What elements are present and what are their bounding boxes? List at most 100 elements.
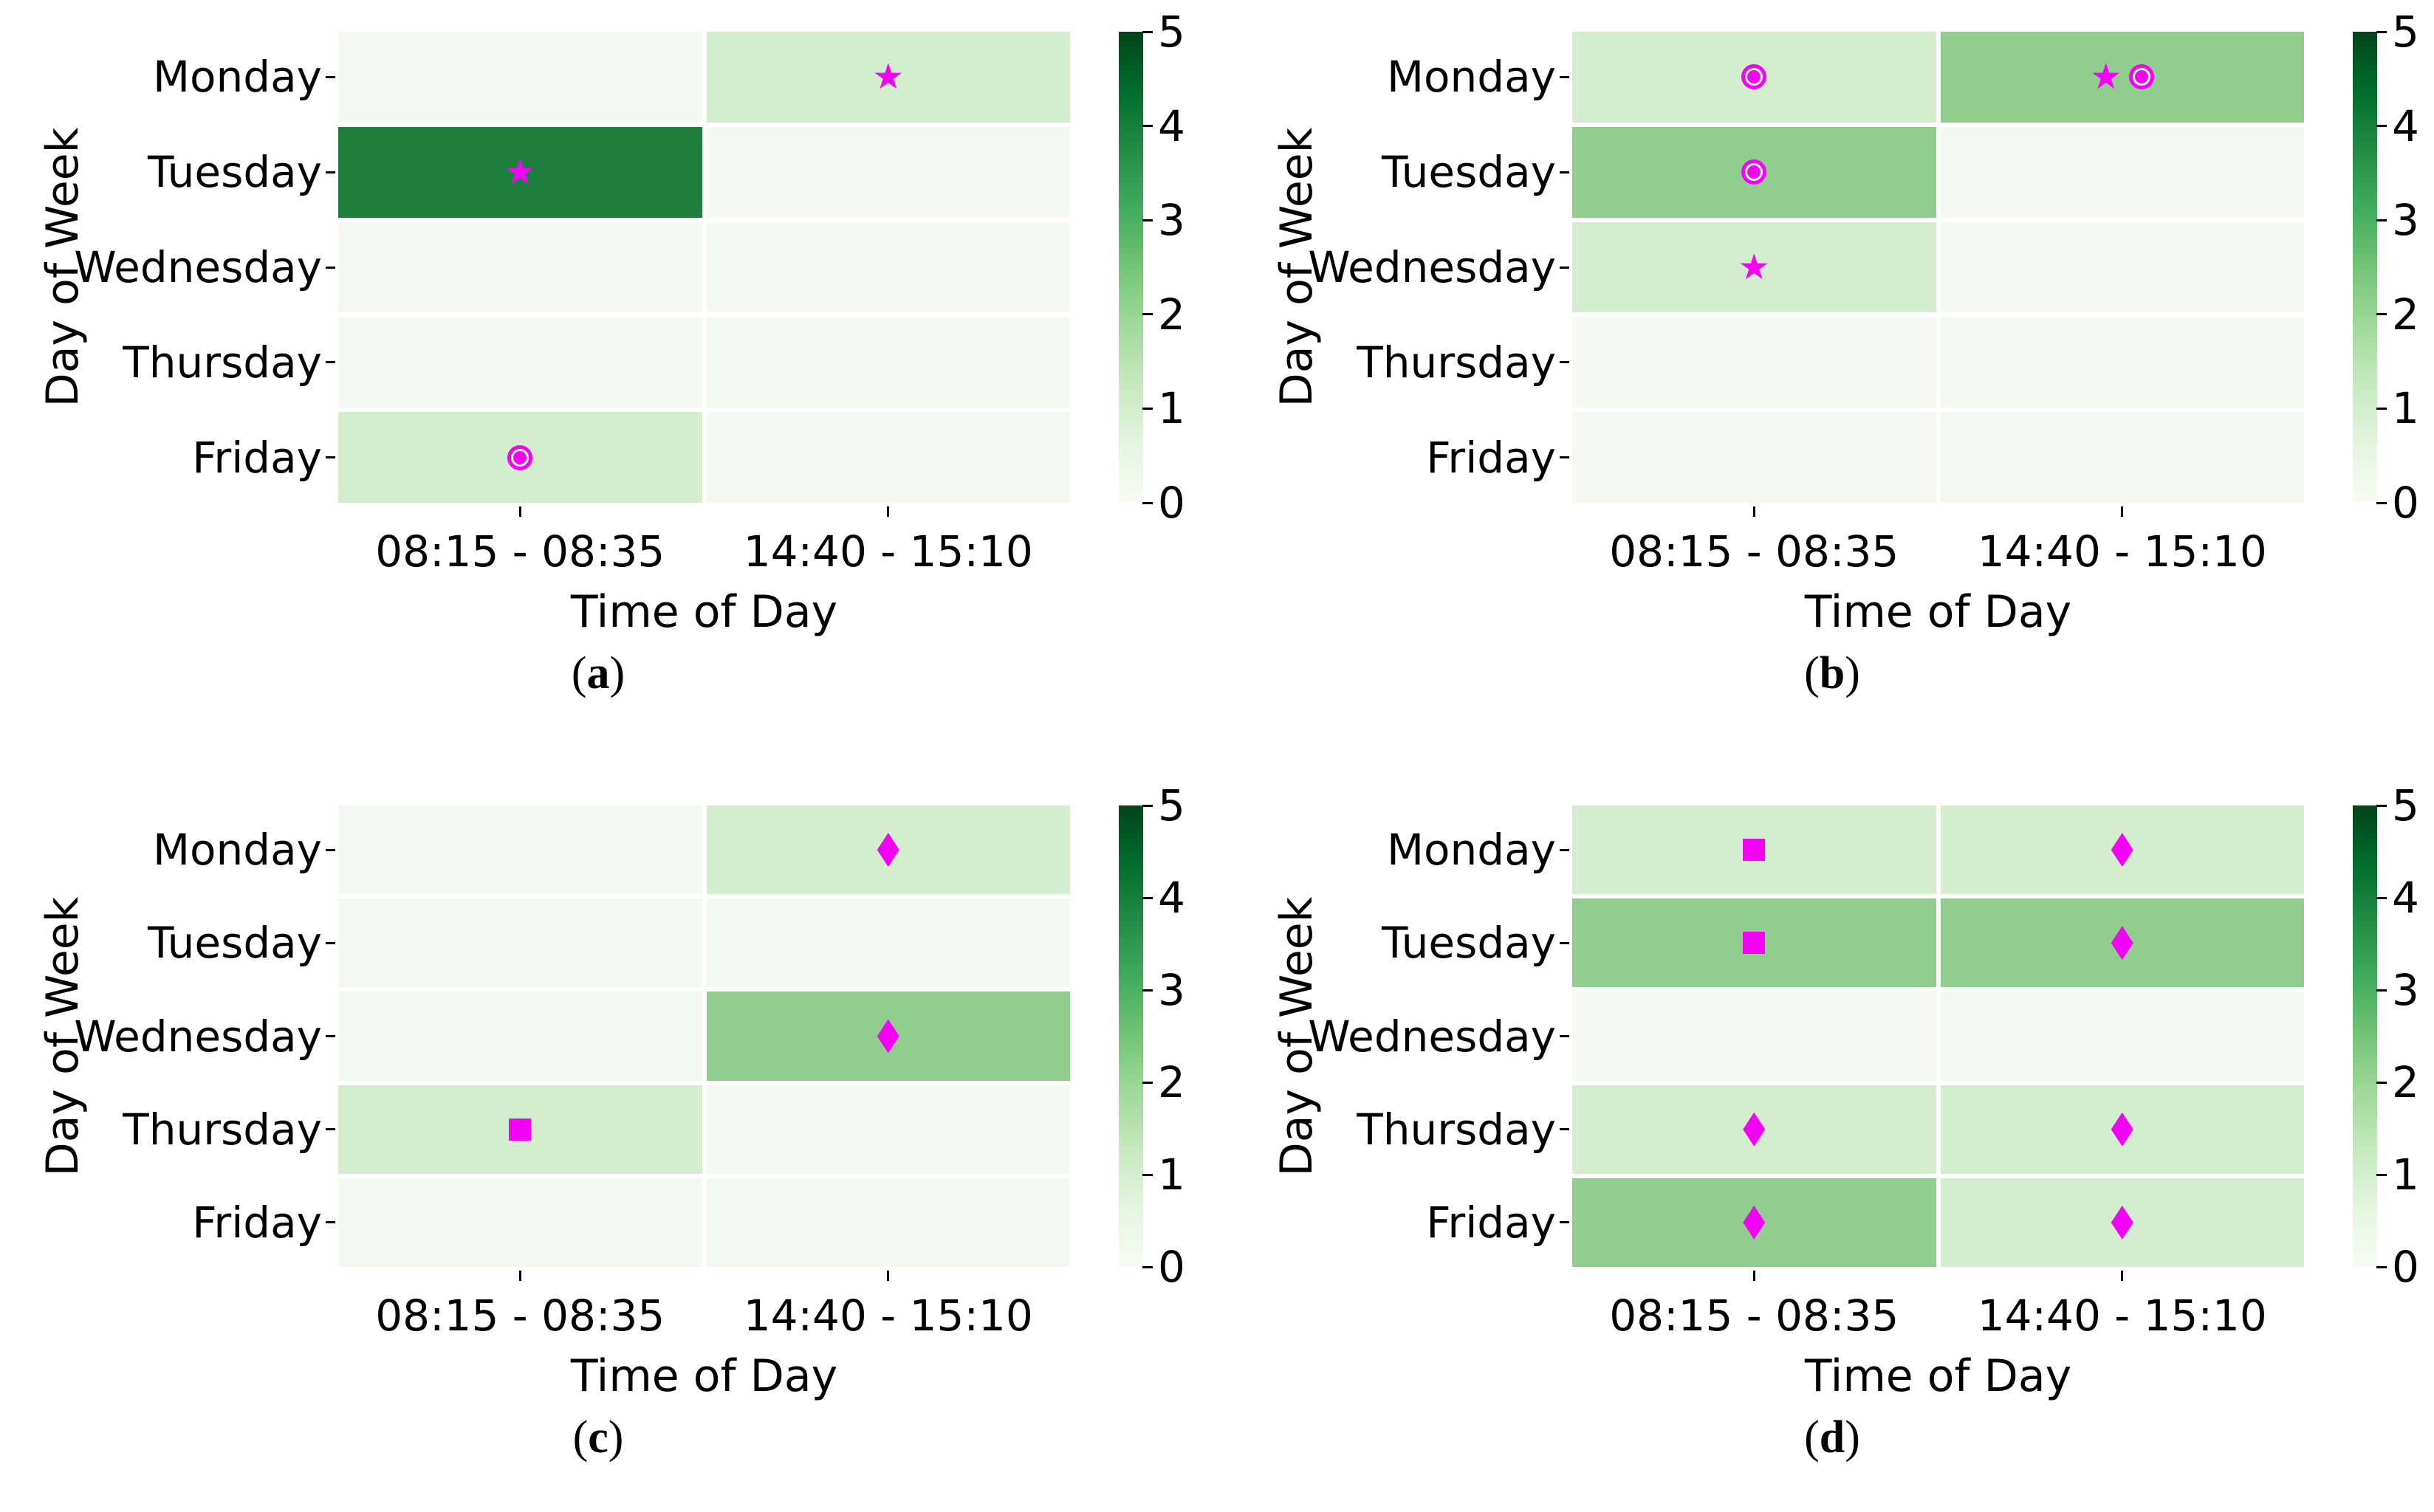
colorbar-tick-mark (2376, 1081, 2387, 1084)
caption-open-paren: ( (572, 1412, 589, 1463)
colorbar-tick-mark (2376, 30, 2387, 33)
heatmap-cell-wednesday-slot1: ★ (1572, 221, 1936, 313)
colorbar-tick-mark (2376, 896, 2387, 899)
xaxis-label: Time of Day (1804, 586, 2072, 638)
xtick-label-slot2: 14:40 - 15:10 (743, 526, 1033, 577)
heatmap-cell-tuesday-slot2 (1940, 126, 2304, 218)
heatmap-cell-wednesday-slot2 (1940, 221, 2304, 313)
colorbar-tick-label-0: 0 (1158, 478, 1185, 528)
xtick-mark (518, 1271, 521, 1281)
panel-caption-c: (c) (573, 1415, 624, 1460)
panel-caption-d: (d) (1804, 1415, 1860, 1460)
xtick-label-slot2: 14:40 - 15:10 (743, 1291, 1033, 1341)
ytick-mark (326, 456, 335, 459)
ytick-label-friday: Friday (1426, 432, 1556, 483)
colorbar-tick-label-4: 4 (2392, 100, 2419, 151)
caption-letter: b (1819, 648, 1845, 698)
heatmap-cell-friday-slot1 (1572, 412, 1936, 503)
heatmap-cell-tuesday-slot1: ★ (338, 126, 702, 218)
heatmap-cell-thursday-slot1 (338, 1085, 702, 1174)
ytick-mark (326, 361, 335, 364)
ytick-mark (326, 1221, 335, 1224)
colorbar-tick-mark (2376, 313, 2387, 316)
heatmap-cell-tuesday-slot2 (1940, 898, 2304, 988)
ytick-label-thursday: Thursday (1357, 1104, 1556, 1155)
heatmap-cell-tuesday-slot1 (338, 898, 702, 988)
diamond-marker-icon (2111, 1112, 2133, 1147)
colorbar-gradient (1119, 805, 1143, 1267)
heatmap-cell-monday-slot2 (1940, 805, 2304, 895)
heatmap-cell-thursday-slot1 (1572, 317, 1936, 408)
colorbar-gradient (1119, 32, 1143, 503)
heatmap-cell-monday-slot2 (706, 805, 1070, 895)
colorbar-tick-mark (2376, 1173, 2387, 1176)
colorbar-tick-label-0: 0 (2392, 478, 2419, 528)
colorbar-gradient (2353, 32, 2377, 503)
colorbar-tick-label-4: 4 (1158, 100, 1185, 151)
colorbar-tick-label-1: 1 (2392, 1150, 2419, 1200)
star-marker-icon: ★ (504, 151, 536, 193)
heatmap-cell-monday-slot2: ★ (706, 32, 1070, 123)
colorbar-tick-label-3: 3 (2392, 965, 2419, 1015)
xtick-mark (1752, 1271, 1755, 1281)
diamond-marker-icon (877, 833, 899, 867)
caption-letter: d (1819, 1412, 1845, 1463)
yaxis-label: Day of Week (37, 127, 89, 408)
xtick-mark (2121, 506, 2124, 517)
ytick-mark (1560, 75, 1569, 78)
ytick-label-friday: Friday (192, 1197, 322, 1248)
heatmap-cell-thursday-slot2 (1940, 1085, 2304, 1174)
circled-dot-marker-core (2135, 70, 2149, 84)
ytick-label-wednesday: Wednesday (74, 1011, 322, 1062)
heatmap-cell-tuesday-slot1 (1572, 126, 1936, 218)
colorbar-tick-label-5: 5 (2392, 7, 2419, 57)
heatmap-cell-wednesday-slot1 (338, 221, 702, 313)
colorbar-tick-mark (2376, 989, 2387, 992)
colorbar-tick-label-2: 2 (1158, 1057, 1185, 1107)
caption-letter: a (586, 648, 610, 698)
colorbar-tick-mark (1142, 896, 1153, 899)
ytick-mark (326, 1128, 335, 1131)
ytick-mark (326, 266, 335, 269)
ytick-label-tuesday: Tuesday (148, 147, 322, 198)
colorbar-tick-label-5: 5 (1158, 780, 1185, 831)
ytick-mark (326, 848, 335, 851)
ytick-mark (326, 1035, 335, 1037)
colorbar-tick-label-2: 2 (2392, 289, 2419, 340)
colorbar-tick-label-4: 4 (1158, 873, 1185, 923)
ytick-label-thursday: Thursday (123, 337, 322, 388)
diamond-marker-icon (2111, 833, 2133, 867)
xaxis-label: Time of Day (1804, 1350, 2072, 1402)
heatmap-cell-tuesday-slot1 (1572, 898, 1936, 988)
heatmap-cell-wednesday-slot2 (1940, 992, 2304, 1081)
heatmap-cell-thursday-slot1 (1572, 1085, 1936, 1174)
colorbar-tick-mark (1142, 125, 1153, 128)
heatmap-cell-monday-slot1 (338, 32, 702, 123)
ytick-label-friday: Friday (1426, 1197, 1556, 1248)
colorbar-tick-label-3: 3 (2392, 195, 2419, 246)
circled-dot-marker-icon (1741, 64, 1767, 90)
colorbar-tick-mark (2376, 804, 2387, 807)
colorbar-tick-mark (1142, 989, 1153, 992)
colorbar-tick-label-1: 1 (2392, 383, 2419, 434)
xtick-label-slot1: 08:15 - 08:35 (375, 526, 665, 577)
diamond-marker-icon (1743, 1112, 1766, 1147)
square-marker-icon (1743, 839, 1766, 862)
heatmap-cell-friday-slot2 (706, 1178, 1070, 1267)
colorbar-tick-mark (2376, 125, 2387, 128)
xtick-mark (518, 506, 521, 517)
xtick-label-slot2: 14:40 - 15:10 (1977, 1291, 2267, 1341)
xtick-mark (2121, 1271, 2124, 1281)
ytick-label-wednesday: Wednesday (74, 242, 322, 292)
colorbar-tick-mark (2376, 219, 2387, 221)
colorbar-tick-mark (1142, 1265, 1153, 1268)
heatmap-cell-friday-slot2 (1940, 412, 2304, 503)
circled-dot-marker-core (513, 450, 527, 464)
colorbar-tick-mark (1142, 501, 1153, 504)
colorbar-tick-label-3: 3 (1158, 195, 1185, 246)
ytick-label-monday: Monday (153, 825, 322, 876)
heatmap-cell-monday-slot2: ★ (1940, 32, 2304, 123)
colorbar-tick-label-2: 2 (1158, 289, 1185, 340)
caption-open-paren: ( (571, 648, 587, 698)
